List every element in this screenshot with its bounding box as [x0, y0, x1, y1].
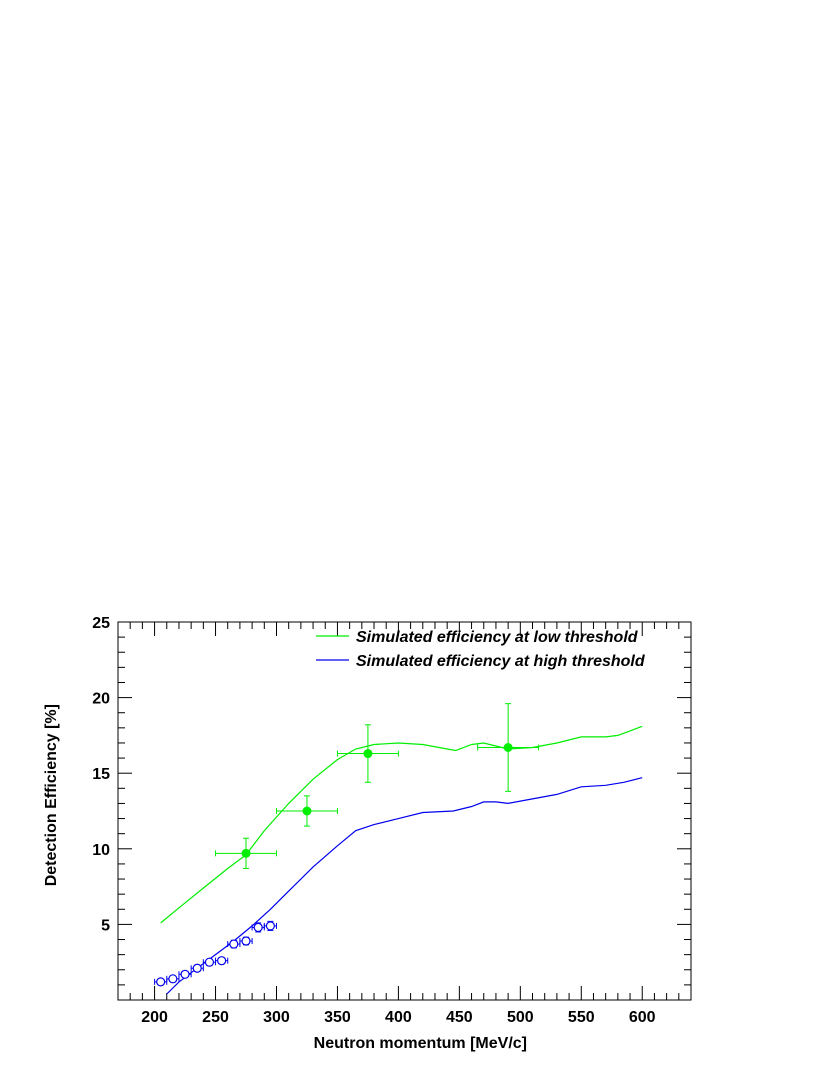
data-point — [477, 703, 540, 792]
legend-label: Simulated efficiency at high threshold — [356, 653, 646, 670]
marker-filled — [363, 749, 373, 759]
data-point — [336, 724, 399, 783]
marker-filled — [241, 848, 251, 858]
data-point — [227, 939, 241, 949]
data-point — [263, 920, 277, 931]
data-point — [251, 922, 265, 933]
data-point — [239, 936, 253, 946]
marker-open — [241, 936, 251, 946]
data-point — [166, 974, 180, 984]
data-point — [178, 969, 192, 979]
x-tick-label: 600 — [629, 1009, 656, 1026]
y-axis-title: Detection Efficiency [%] — [43, 704, 60, 886]
data-point — [154, 977, 168, 987]
marker-filled — [302, 806, 312, 816]
plot-frame — [117, 621, 692, 1001]
marker-open — [229, 939, 239, 949]
marker-open — [204, 957, 215, 967]
y-tick-label: 10 — [92, 842, 110, 859]
y-tick-label: 15 — [92, 766, 110, 783]
marker-open — [156, 977, 166, 987]
marker-open — [192, 963, 202, 973]
marker-filled — [503, 742, 513, 752]
legend-label: Simulated efficiency at low threshold — [356, 629, 639, 646]
data-point — [215, 956, 229, 966]
marker-open — [180, 969, 190, 979]
y-tick-label: 5 — [101, 917, 110, 934]
marker-open — [217, 956, 227, 966]
series-line-0 — [160, 725, 643, 924]
marker-open — [265, 921, 275, 931]
data-point — [202, 957, 217, 967]
x-tick-label: 250 — [202, 1009, 229, 1026]
x-tick-label: 200 — [141, 1009, 168, 1026]
y-tick-label: 25 — [92, 615, 110, 632]
marker-open — [168, 974, 178, 984]
data-point — [275, 795, 338, 827]
x-tick-label: 550 — [568, 1009, 595, 1026]
data-point — [215, 837, 277, 869]
x-tick-label: 400 — [385, 1009, 412, 1026]
x-tick-label: 350 — [324, 1009, 351, 1026]
x-tick-label: 500 — [507, 1009, 534, 1026]
marker-open — [253, 922, 263, 933]
series-line-1 — [166, 777, 643, 995]
data-point — [190, 963, 204, 973]
x-axis-title: Neutron momentum [MeV/c] — [314, 1035, 527, 1052]
x-tick-label: 450 — [446, 1009, 473, 1026]
x-tick-label: 300 — [263, 1009, 290, 1026]
y-tick-label: 20 — [92, 691, 110, 708]
